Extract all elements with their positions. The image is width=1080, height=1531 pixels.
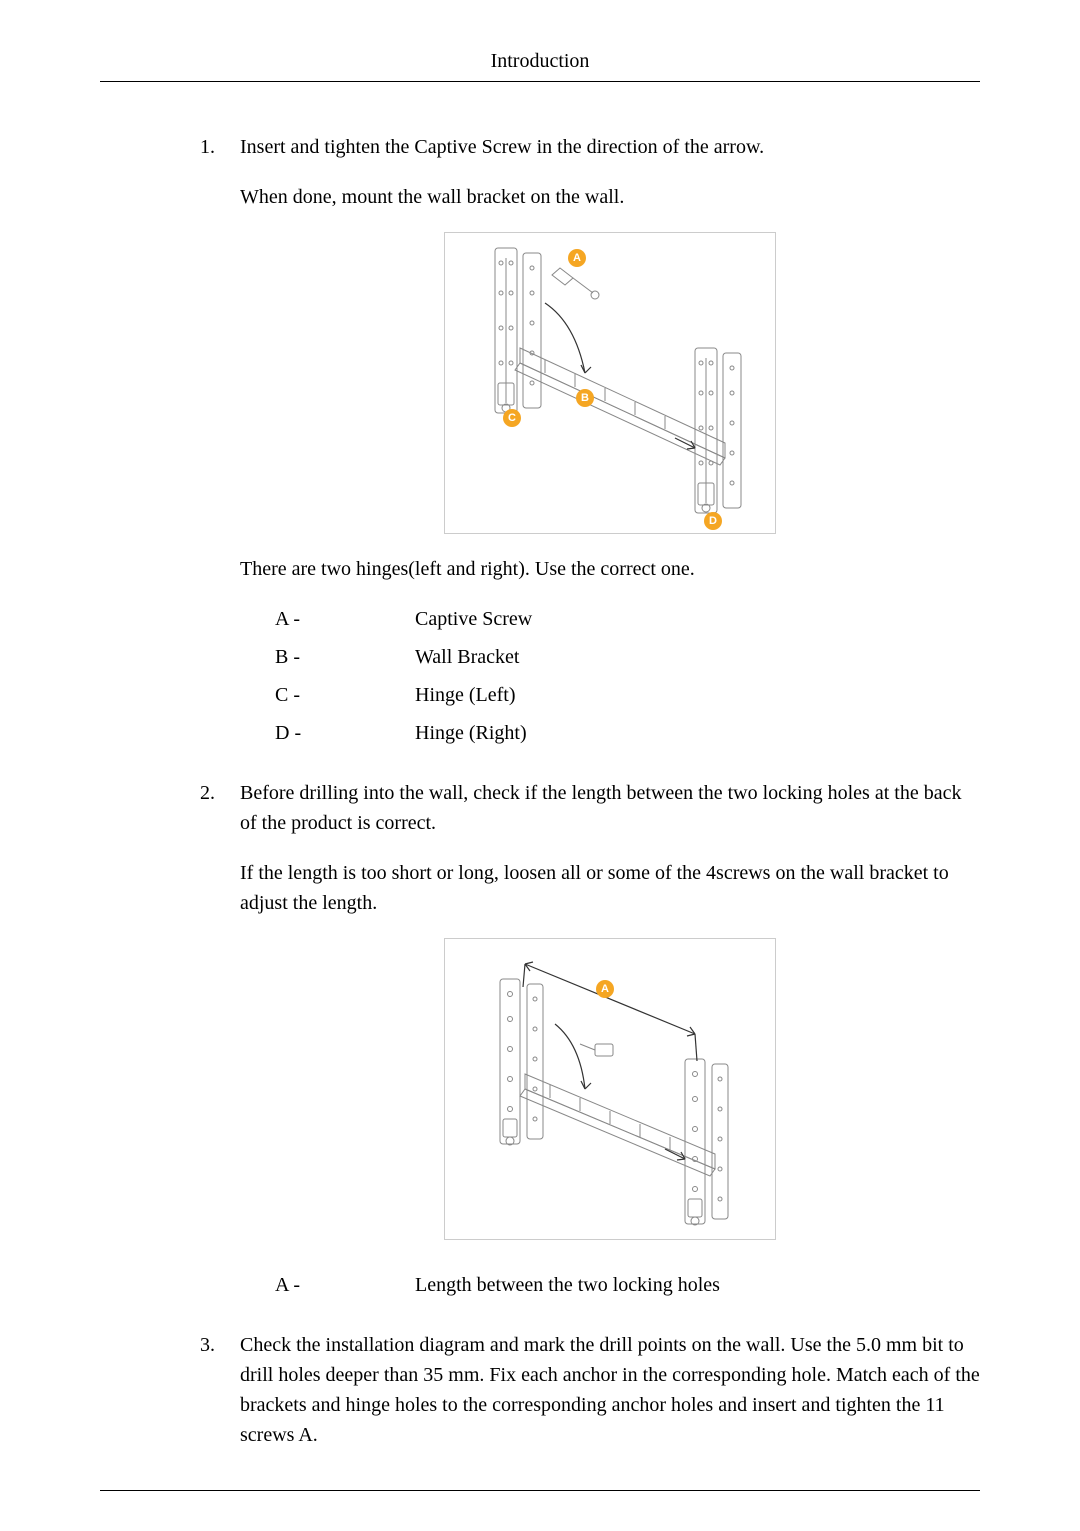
legend-row: C - Hinge (Left) xyxy=(275,680,980,710)
step-1: Insert and tighten the Captive Screw in … xyxy=(220,132,980,748)
legend-val: Length between the two locking holes xyxy=(415,1270,980,1300)
step-2-diagram: A xyxy=(444,938,776,1240)
legend-val: Hinge (Right) xyxy=(415,718,980,748)
legend-row: D - Hinge (Right) xyxy=(275,718,980,748)
diagram-label-B: B xyxy=(576,389,594,407)
svg-text:C: C xyxy=(508,412,516,424)
svg-text:D: D xyxy=(709,515,717,527)
legend-row: A - Captive Screw xyxy=(275,604,980,634)
legend-key: A - xyxy=(275,1270,415,1300)
step-1-text-c: There are two hinges(left and right). Us… xyxy=(240,554,980,584)
svg-text:A: A xyxy=(601,983,609,995)
step-1-text-b: When done, mount the wall bracket on the… xyxy=(240,182,980,212)
legend-row: B - Wall Bracket xyxy=(275,642,980,672)
step-1-diagram: A B C D xyxy=(444,232,776,534)
step-2-legend: A - Length between the two locking holes xyxy=(275,1270,980,1300)
step-3-text-a: Check the installation diagram and mark … xyxy=(240,1330,980,1450)
legend-val: Hinge (Left) xyxy=(415,680,980,710)
diagram-label-A: A xyxy=(568,249,586,267)
legend-key: D - xyxy=(275,718,415,748)
instruction-list: Insert and tighten the Captive Screw in … xyxy=(100,132,980,1450)
svg-text:A: A xyxy=(573,252,581,264)
bracket-diagram-svg: A B C D xyxy=(445,233,775,533)
diagram-label-D: D xyxy=(704,512,722,530)
diagram2-label-A: A xyxy=(596,980,614,998)
svg-text:B: B xyxy=(581,392,589,404)
step-2: Before drilling into the wall, check if … xyxy=(220,778,980,1300)
step-2-text-b: If the length is too short or long, loos… xyxy=(240,858,980,918)
legend-key: A - xyxy=(275,604,415,634)
document-page: Introduction Insert and tighten the Capt… xyxy=(0,0,1080,1531)
legend-key: C - xyxy=(275,680,415,710)
footer-rule xyxy=(100,1490,980,1491)
step-2-text-a: Before drilling into the wall, check if … xyxy=(240,778,980,838)
diagram-label-C: C xyxy=(503,409,521,427)
legend-val: Wall Bracket xyxy=(415,642,980,672)
step-3: Check the installation diagram and mark … xyxy=(220,1330,980,1450)
legend-row: A - Length between the two locking holes xyxy=(275,1270,980,1300)
legend-val: Captive Screw xyxy=(415,604,980,634)
page-header-title: Introduction xyxy=(100,50,980,73)
step-1-text-a: Insert and tighten the Captive Screw in … xyxy=(240,132,980,162)
legend-key: B - xyxy=(275,642,415,672)
bracket-length-diagram-svg: A xyxy=(445,939,775,1239)
header-rule xyxy=(100,81,980,82)
step-1-legend: A - Captive Screw B - Wall Bracket C - H… xyxy=(275,604,980,748)
